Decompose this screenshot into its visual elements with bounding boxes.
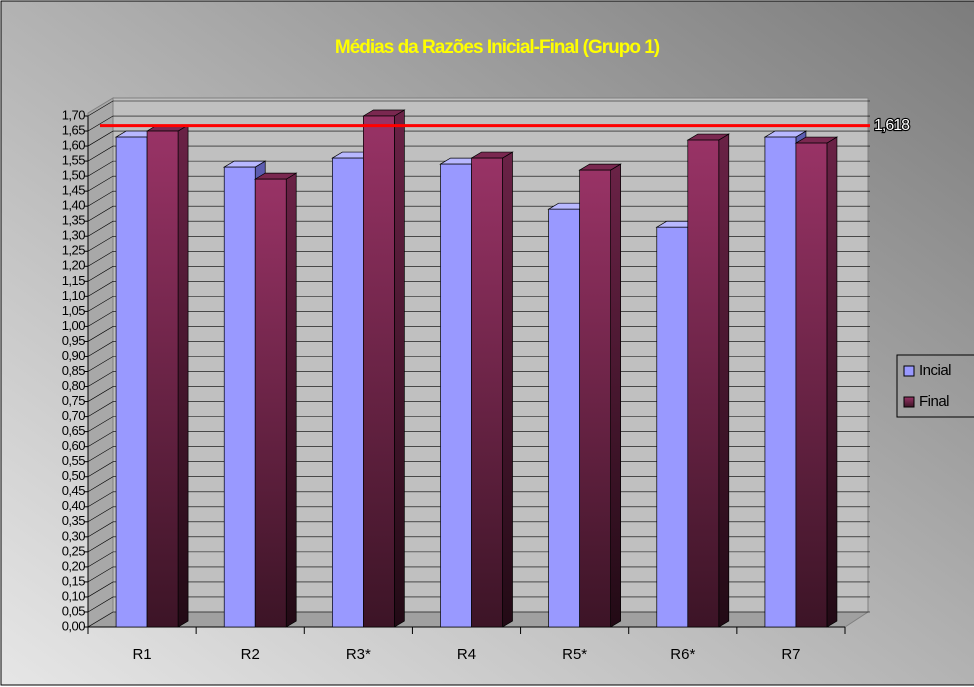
y-tick-label: 0,65 bbox=[62, 423, 86, 438]
bar-side bbox=[610, 163, 621, 628]
grid-line bbox=[87, 115, 870, 132]
y-tick-label: 0,20 bbox=[62, 558, 86, 573]
x-tick-label: R1 bbox=[132, 646, 151, 663]
bar-side bbox=[177, 124, 189, 628]
y-tick-label: 1,65 bbox=[62, 122, 86, 137]
x-tick-label: R5* bbox=[562, 646, 587, 663]
y-tick-label: 1,70 bbox=[62, 107, 86, 122]
x-tick-label: R3* bbox=[346, 646, 371, 663]
y-tick-label: 0,40 bbox=[62, 498, 86, 513]
y-tick-label: 1,25 bbox=[62, 243, 86, 258]
y-tick-label: 0,90 bbox=[62, 348, 86, 363]
plot: 0,000,050,100,150,200,250,300,350,400,45… bbox=[62, 100, 974, 663]
y-tick-label: 1,40 bbox=[62, 198, 86, 213]
bar-side bbox=[285, 172, 297, 628]
bar-side bbox=[826, 136, 838, 628]
y-tick-label: 1,15 bbox=[62, 273, 86, 288]
bar bbox=[440, 163, 472, 628]
y-tick-label: 0,50 bbox=[62, 468, 86, 483]
y-tick-label: 0,00 bbox=[62, 618, 86, 633]
bar-side bbox=[718, 133, 730, 628]
legend-box bbox=[896, 354, 974, 418]
bar bbox=[548, 208, 580, 628]
x-tick-label: R4 bbox=[457, 646, 476, 663]
grid-line bbox=[87, 100, 870, 117]
y-tick-label: 0,70 bbox=[62, 408, 86, 423]
y-tick-label: 0,80 bbox=[62, 378, 86, 393]
x-tick-label: R6* bbox=[670, 646, 695, 663]
y-tick-label: 0,85 bbox=[62, 363, 86, 378]
y-tick-label: 1,00 bbox=[62, 318, 86, 333]
bar bbox=[687, 139, 720, 628]
grid-line bbox=[87, 130, 870, 147]
y-tick-label: 0,55 bbox=[62, 453, 86, 468]
y-tick-label: 0,30 bbox=[62, 528, 86, 543]
bar bbox=[363, 115, 395, 628]
y-tick-label: 0,25 bbox=[62, 543, 86, 558]
bar bbox=[795, 142, 828, 628]
bar-side bbox=[394, 109, 405, 628]
y-tick-label: 1,55 bbox=[62, 153, 86, 168]
y-tick-label: 1,30 bbox=[62, 228, 86, 243]
x-tick-label: R7 bbox=[781, 646, 800, 663]
y-tick-label: 1,05 bbox=[62, 303, 86, 318]
legend-swatch bbox=[903, 396, 915, 408]
legend-label: Incial bbox=[919, 362, 951, 379]
y-tick-label: 0,60 bbox=[62, 438, 86, 453]
y-tick-label: 0,15 bbox=[62, 573, 86, 588]
bar-side bbox=[502, 151, 513, 628]
grid-line bbox=[87, 160, 870, 177]
bar bbox=[254, 178, 287, 628]
legend-swatch bbox=[903, 365, 915, 377]
y-tick-label: 1,45 bbox=[62, 183, 86, 198]
grid-line bbox=[87, 145, 870, 162]
y-tick-label: 1,50 bbox=[62, 168, 86, 183]
bar bbox=[579, 169, 611, 628]
y-tick-label: 1,60 bbox=[62, 137, 86, 152]
legend-label: Final bbox=[919, 393, 949, 410]
y-tick-label: 1,35 bbox=[62, 213, 86, 228]
y-tick-label: 1,10 bbox=[62, 288, 86, 303]
reference-label: 1,618 bbox=[874, 117, 910, 134]
y-tick-label: 0,45 bbox=[62, 483, 86, 498]
side-wall bbox=[87, 97, 114, 628]
bar bbox=[471, 157, 503, 628]
bar bbox=[332, 157, 364, 628]
y-tick-label: 0,95 bbox=[62, 333, 86, 348]
y-tick-label: 0,75 bbox=[62, 393, 86, 408]
y-tick-label: 0,05 bbox=[62, 603, 86, 618]
x-tick-label: R2 bbox=[241, 646, 260, 663]
bar bbox=[146, 130, 179, 628]
y-tick-label: 1,20 bbox=[62, 258, 86, 273]
bar bbox=[223, 166, 256, 628]
bar bbox=[115, 136, 148, 628]
y-tick-label: 0,35 bbox=[62, 513, 86, 528]
chart-title: Médias da Razões Inicial-Final (Grupo 1) bbox=[335, 37, 660, 58]
bar bbox=[656, 226, 689, 628]
y-tick-label: 0,10 bbox=[62, 588, 86, 603]
bar bbox=[764, 136, 797, 628]
